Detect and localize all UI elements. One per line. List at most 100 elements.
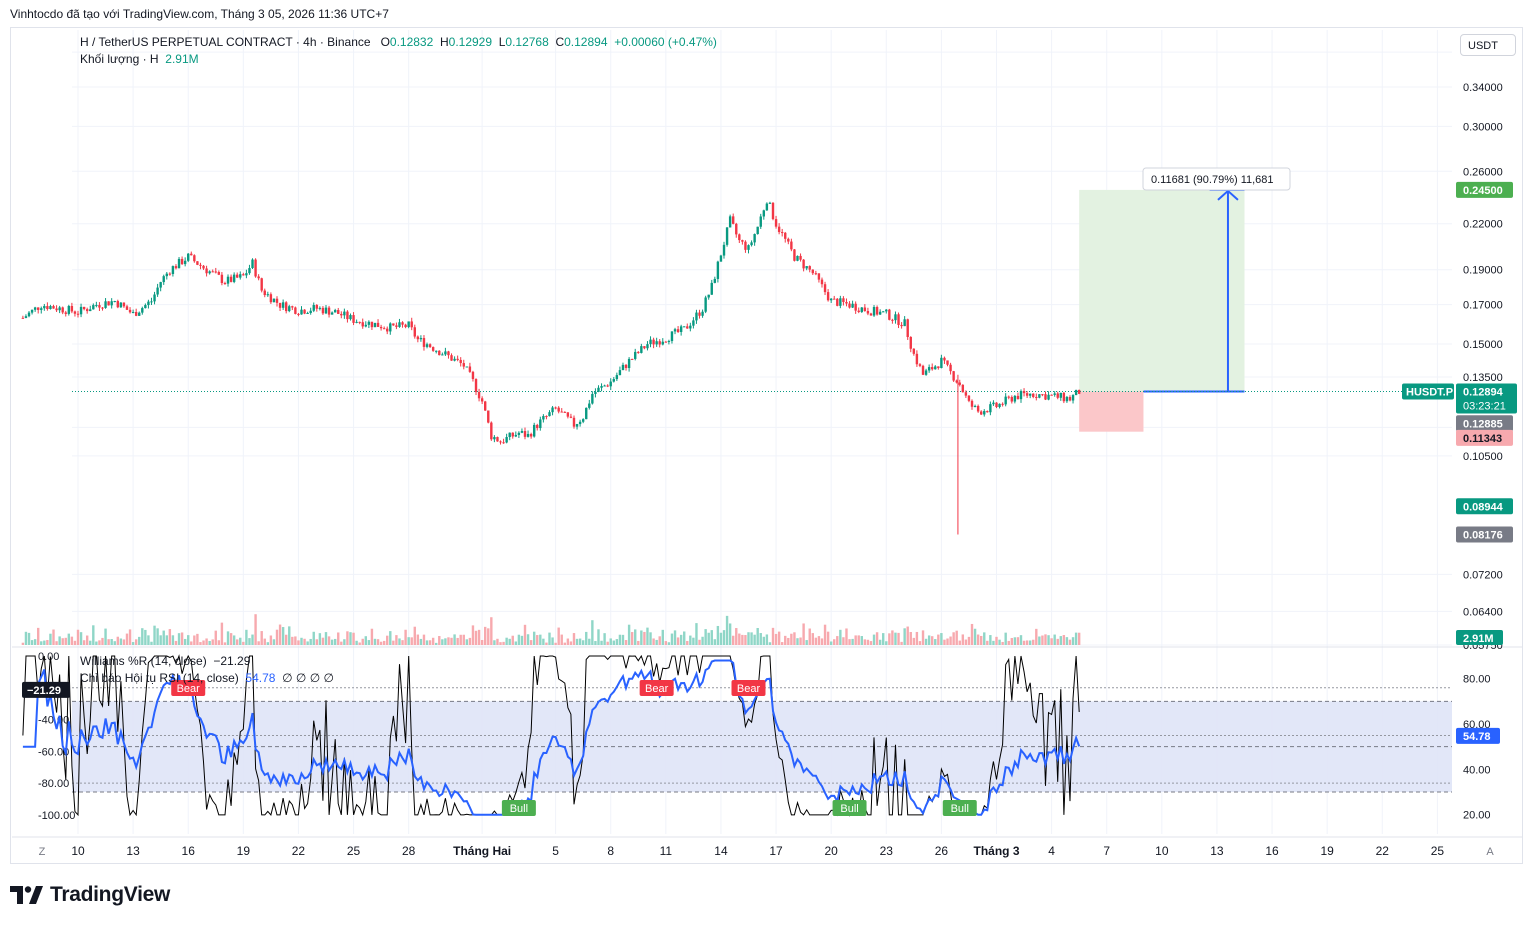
candle-body [382, 328, 386, 330]
volume-bar [539, 634, 542, 645]
measure-box [1142, 167, 1291, 191]
candle-body [288, 306, 291, 312]
signal-bull-bg [942, 800, 977, 816]
candle-body [257, 276, 260, 279]
rsi-label[interactable]: Chỉ báo Hội tụ RSI (14, close) [80, 671, 239, 685]
candle-body [104, 301, 107, 308]
low-label: L [498, 35, 506, 49]
candle-body [1044, 394, 1047, 400]
candle-body [848, 303, 851, 308]
price-tick-label: 0.22000 [1463, 219, 1503, 231]
volume-bar [131, 642, 135, 645]
volume-bar [915, 631, 919, 645]
volume-bar [291, 636, 294, 645]
volume-bar [52, 629, 55, 645]
candle-body [976, 405, 980, 412]
volume-bar [900, 641, 903, 645]
currency-selector[interactable]: USDT [1460, 34, 1516, 56]
candle-body [701, 311, 704, 316]
scale-z-button[interactable]: Z [39, 846, 46, 858]
candle-body [894, 314, 897, 321]
candle-body [1077, 389, 1081, 394]
volume-bar [536, 635, 539, 645]
candle-body [119, 302, 123, 308]
volume-bar [591, 620, 594, 645]
candle-body [349, 315, 352, 320]
candle-body [698, 312, 701, 316]
williams-last-bg [22, 681, 70, 698]
candle-body [487, 410, 490, 423]
volume-label[interactable]: Khối lượng · H [80, 52, 159, 66]
volume-bar [428, 640, 432, 645]
candle-body [1025, 393, 1029, 396]
candle-body [321, 307, 325, 314]
candle-body [946, 360, 949, 365]
candle-body [624, 364, 628, 369]
candle-body [937, 366, 940, 369]
candle-body [269, 294, 273, 303]
candle-body [431, 347, 435, 351]
volume-bar [168, 629, 172, 645]
volume-bar [722, 630, 726, 645]
volume-bar [1007, 640, 1010, 645]
candle-body [986, 411, 989, 413]
candle-body [484, 401, 487, 411]
volume-bar [621, 634, 625, 645]
candle-body [508, 432, 511, 438]
volume-bar [523, 624, 527, 645]
last-price-bg [1456, 383, 1517, 414]
candle-body [346, 311, 349, 320]
volume-bar [738, 633, 741, 645]
signal-bull-bg [501, 800, 536, 816]
volume-bar [134, 639, 138, 645]
volume-bar [373, 638, 377, 645]
candle-body [949, 364, 952, 372]
volume-bar [952, 632, 955, 645]
volume-bar [826, 631, 830, 645]
volume-bar [183, 638, 187, 645]
williams-label[interactable]: Williams %R (14, close) [80, 654, 207, 668]
time-tick-label: 22 [1376, 844, 1390, 858]
candle-body [33, 307, 37, 310]
time-tick-label: 13 [126, 844, 140, 858]
volume-bar [964, 639, 968, 645]
target-price-label-bg [1456, 181, 1513, 198]
candle-body [820, 279, 824, 285]
volume-bar [1038, 636, 1041, 645]
volume-bar [771, 627, 775, 645]
volume-bar [431, 637, 435, 645]
volume-bar [784, 635, 787, 645]
candle-body [1001, 403, 1004, 405]
candle-body [517, 432, 521, 435]
time-tick-label: 10 [71, 844, 85, 858]
symbol-title[interactable]: H / TetherUS PERPETUAL CONTRACT · 4h · B… [80, 35, 371, 49]
volume-bar [652, 638, 655, 645]
volume-bar [857, 635, 860, 645]
candle-body [58, 307, 61, 311]
candle-body [1071, 395, 1075, 401]
candle-body [679, 326, 683, 332]
volume-bar [294, 636, 297, 645]
candle-body [526, 434, 530, 437]
candle-body [1062, 392, 1066, 402]
volume-bar [976, 634, 980, 645]
volume-bar [630, 632, 634, 645]
volume-bar [888, 633, 891, 645]
candle-body [1047, 394, 1050, 400]
candle-body [845, 301, 848, 304]
candle-body [759, 216, 762, 227]
candle-body [784, 232, 787, 239]
volume-bar [1035, 628, 1038, 645]
scale-a-button[interactable]: A [1486, 846, 1494, 858]
candle-body [634, 351, 637, 359]
candle-body [401, 322, 404, 325]
candle-body [851, 303, 854, 308]
volume-bar [979, 635, 983, 645]
volume-bar [921, 630, 925, 645]
time-tick-label: Tháng 3 [973, 844, 1019, 858]
volume-bar [542, 638, 545, 645]
candle-body [940, 357, 943, 369]
candle-body [416, 336, 420, 340]
candle-body [107, 301, 110, 306]
